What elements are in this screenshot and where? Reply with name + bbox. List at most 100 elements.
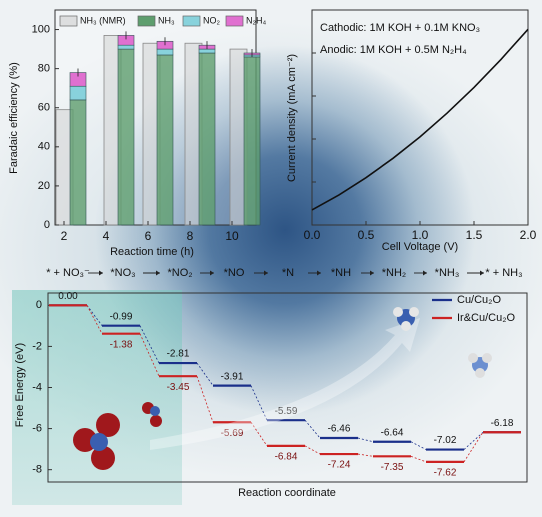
legend-label-0: NH₃ (NMR) (80, 15, 126, 25)
energy-y-axis-label: Free Energy (eV) (14, 343, 26, 427)
energy-y-tick-label--2: -2 (32, 340, 42, 352)
bar-nh3-8h (198, 52, 216, 226)
intermediate-arrowhead-2 (210, 270, 214, 276)
nh3b-hydrogen-1 (468, 353, 478, 363)
no2-nitrogen (150, 406, 160, 416)
energy-value-0-7: -7.02 (434, 435, 457, 446)
connector-1-3 (250, 421, 268, 447)
bar-y-tick-label-20: 20 (38, 180, 50, 192)
bar-x-tick-label-8: 8 (187, 229, 194, 243)
line-x-tick-label-0.5: 0.5 (358, 228, 375, 242)
line-x-tick-label-1.0: 1.0 (412, 228, 429, 242)
legend-swatch-0 (59, 15, 78, 27)
bar-no2-4h (117, 44, 135, 50)
bar-nh3-6h (156, 54, 174, 226)
bar-x-tick-label-6: 6 (145, 229, 152, 243)
intermediate-label-4: *N (282, 267, 294, 279)
connector-1-4 (304, 445, 321, 455)
intermediate-label-3: *NO (224, 267, 245, 279)
energy-y-tick-label--8: -8 (32, 464, 42, 476)
connector-1-7 (463, 432, 484, 463)
connector-1-5 (357, 453, 374, 457)
legend-swatch-2 (182, 15, 201, 27)
bar-y-tick-label-60: 60 (38, 102, 50, 114)
bar-y-tick-label-0: 0 (44, 219, 50, 231)
bar-y-tick-label-40: 40 (38, 141, 50, 153)
energy-value-0-6: -6.64 (381, 427, 404, 438)
line-x-axis-label: Cell Voltage (V) (382, 241, 458, 253)
line-y-axis-label: Current density (mA cm⁻²) (286, 54, 298, 182)
bar-no2-8h (198, 48, 216, 54)
bar-x-axis-label: Reaction time (h) (110, 246, 194, 258)
intermediate-label-7: *NH₃ (435, 267, 460, 279)
energy-value-0-2: -2.81 (167, 349, 190, 360)
energy-value-0-3: -3.91 (221, 371, 244, 382)
legend-label-3: N₂H₄ (246, 15, 266, 25)
energy-value-1-4: -6.84 (275, 451, 298, 462)
nh3b-hydrogen-2 (482, 353, 492, 363)
energy-value-0-1: -0.99 (110, 311, 133, 322)
energy-y-tick-label-0: 0 (36, 299, 42, 311)
oxygen-atom-2 (91, 446, 115, 470)
annotation-anodic: Anodic: 1M KOH + 0.5M N₂H₄ (320, 44, 467, 56)
bar-y-tick-label-80: 80 (38, 63, 50, 75)
current-density-curve (311, 28, 529, 211)
connector-0-6 (410, 441, 427, 450)
line-x-tick-label-1.5: 1.5 (466, 228, 483, 242)
annotation-cathodic: Cathodic: 1M KOH + 0.1M KNO₃ (320, 22, 480, 34)
legend-label-1: NH₃ (158, 15, 175, 25)
energy-value-0-0: 0.00 (58, 291, 78, 302)
bar-nh3-2h (69, 99, 87, 226)
intermediate-label-6: *NH₂ (382, 267, 406, 279)
connector-1-1 (139, 333, 160, 377)
connector-0-4 (304, 419, 321, 439)
line-x-tick-label-2.0: 2.0 (520, 228, 537, 242)
energy-value-1-7: -7.62 (434, 468, 457, 479)
connector-0-2 (196, 362, 214, 386)
intermediate-label-0: * + NO₃⁻ (46, 267, 90, 279)
energy-value-1-1: -1.38 (110, 339, 133, 350)
energy-value-1-5: -7.24 (328, 460, 351, 471)
nitrate-molecule-model (73, 413, 120, 470)
oxygen-atom-1 (96, 413, 120, 437)
energy-x-axis-label: Reaction coordinate (238, 487, 336, 499)
energy-value-0-8: -6.18 (491, 418, 514, 429)
background-teal-tint (12, 290, 182, 505)
energy-value-0-5: -6.46 (328, 424, 351, 435)
energy-legend-label-0: Cu/Cu₂O (457, 294, 501, 306)
nh3-hydrogen-2 (409, 307, 419, 317)
energy-value-1-2: -3.45 (167, 382, 190, 393)
nitrite-molecule-model (142, 402, 162, 427)
connector-1-2 (196, 376, 214, 423)
legend-swatch-3 (225, 15, 244, 27)
connector-0-7 (463, 431, 484, 450)
intermediate-arrowhead-0 (99, 270, 103, 276)
connector-1-0 (86, 305, 103, 334)
intermediate-label-5: *NH (331, 267, 351, 279)
bar-no2-6h (156, 48, 174, 56)
energy-value-0-4: -5.59 (275, 406, 298, 417)
reaction-path-arrow (150, 318, 420, 450)
connector-0-0 (86, 305, 103, 326)
legend-swatch-1 (137, 15, 156, 27)
bar-x-tick-label-4: 4 (103, 229, 110, 243)
bar-nh3-4h (117, 48, 135, 226)
bar-x-tick-label-2: 2 (61, 229, 68, 243)
connector-0-1 (139, 325, 160, 364)
energy-value-1-3: -5.69 (221, 428, 244, 439)
intermediate-label-8: * + NH₃ (485, 267, 522, 279)
energy-y-tick-label--6: -6 (32, 422, 42, 434)
intermediate-arrowhead-5 (370, 270, 374, 276)
ammonia-molecule-model-1 (393, 307, 419, 331)
bar-nh3-10h (243, 56, 261, 226)
intermediate-arrowhead-7 (480, 270, 484, 276)
intermediate-label-1: *NO₃ (110, 267, 135, 279)
intermediate-arrowhead-3 (264, 270, 268, 276)
intermediate-arrowhead-4 (317, 270, 321, 276)
connector-1-6 (410, 455, 427, 463)
legend-label-2: NO₂ (203, 15, 221, 25)
no2-oxygen-2 (150, 415, 162, 427)
line-x-tick-label-0.0: 0.0 (304, 228, 321, 242)
